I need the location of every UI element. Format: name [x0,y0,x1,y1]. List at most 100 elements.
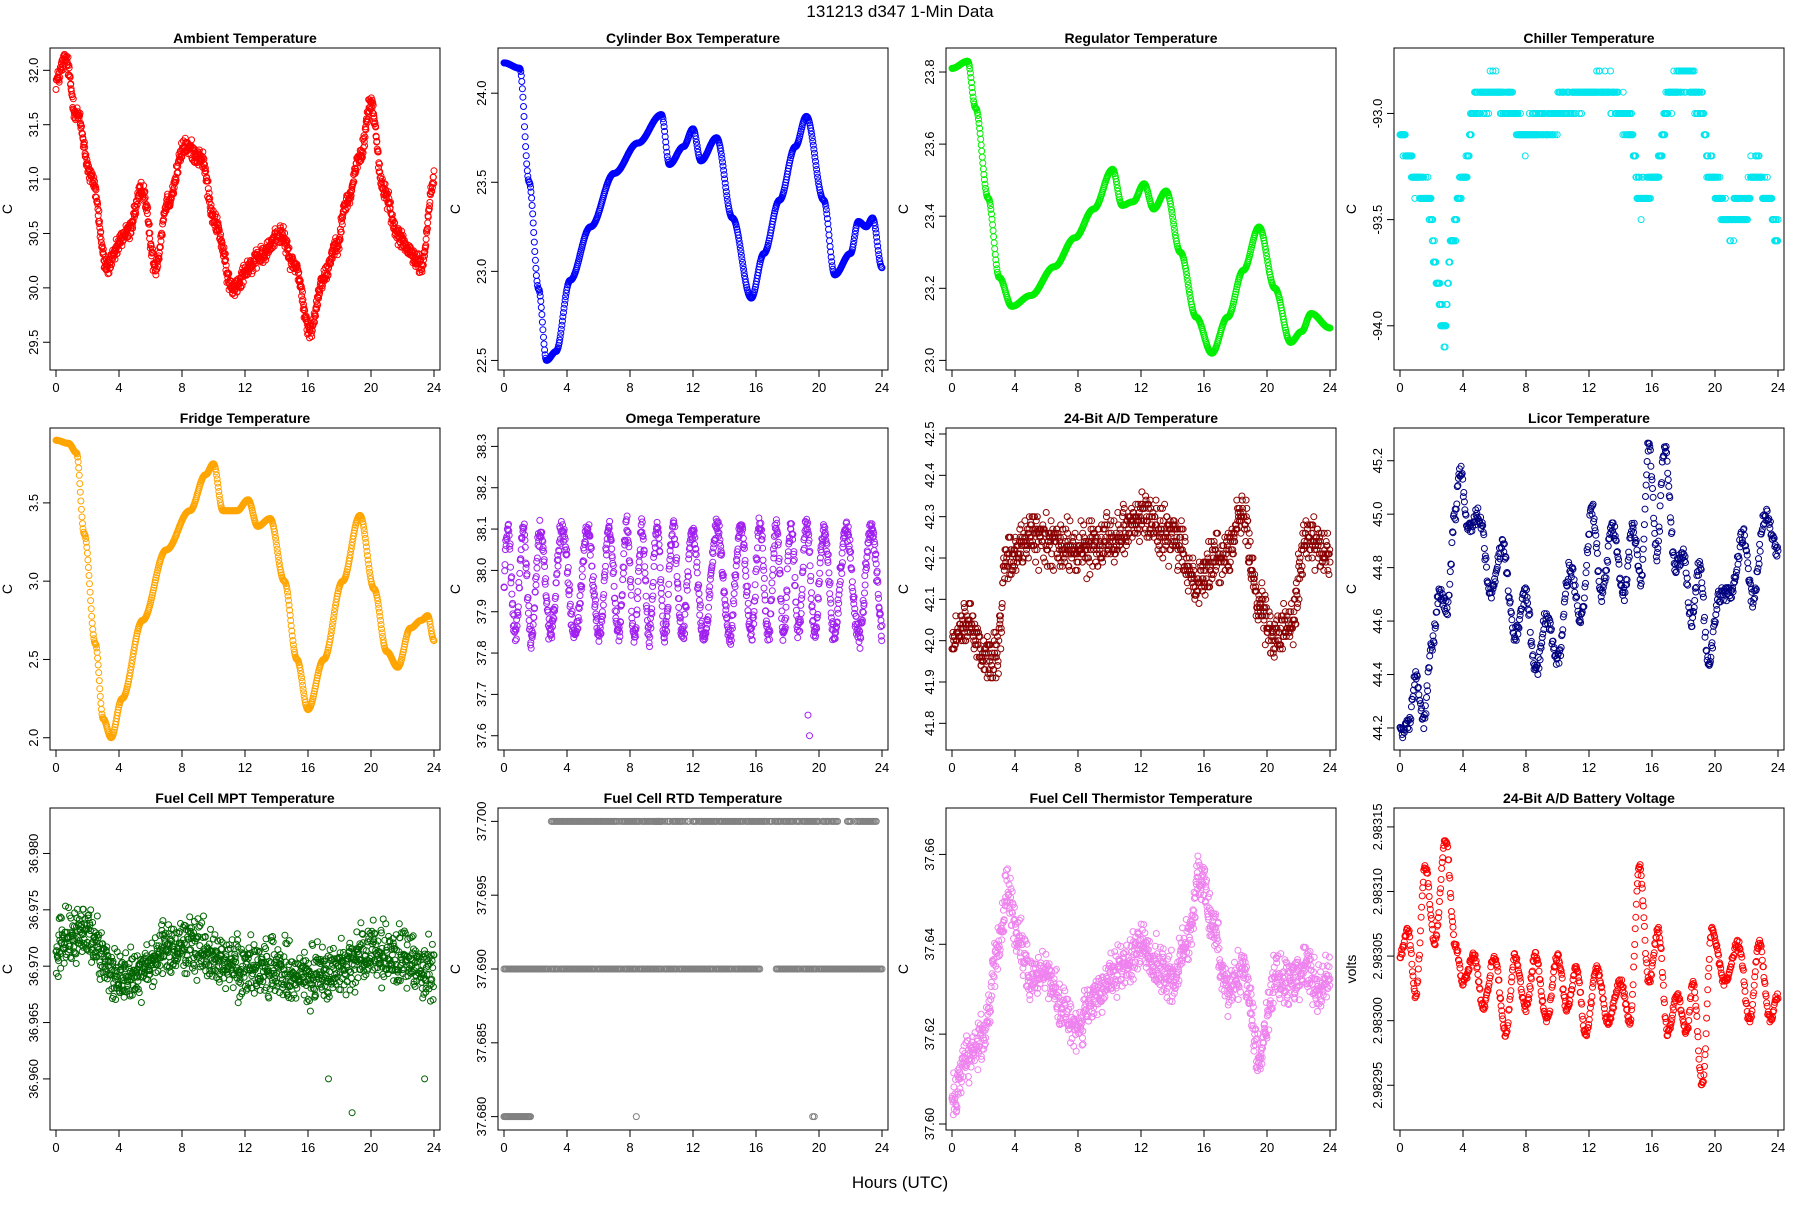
data-point [635,596,641,602]
data-point [525,610,531,616]
data-point [591,584,597,590]
data-point [534,555,540,561]
data-series [1397,68,1781,350]
data-point [76,472,82,478]
data-point [541,549,547,555]
data-point [593,597,599,603]
y-axis-label: C [447,584,463,594]
x-tick-label: 4 [115,760,122,775]
data-point [624,513,630,519]
x-tick-label: 0 [948,380,955,395]
data-point [1522,153,1528,159]
x-tick-label: 16 [749,760,763,775]
y-tick-label: -93.5 [1370,205,1385,235]
x-tick-label: 12 [686,760,700,775]
data-point [979,148,985,154]
data-point [87,581,93,587]
data-point [992,246,998,252]
y-axis-label: C [0,204,15,214]
x-tick-label: 0 [500,760,507,775]
data-point [826,232,832,238]
data-point [431,168,437,174]
data-point [611,583,617,589]
plot-title: Fridge Temperature [180,410,311,426]
data-point [643,593,649,599]
data-point [522,124,528,130]
x-tick-label: 4 [1011,380,1018,395]
x-tick-label: 8 [1074,380,1081,395]
data-point [79,514,85,520]
data-point [533,582,539,588]
data-point [89,620,95,626]
y-tick-label: 37.7 [474,682,489,707]
y-tick-label: -94.0 [1370,311,1385,341]
data-point [565,565,571,571]
x-tick-label: 16 [1197,380,1211,395]
data-point [990,222,996,228]
y-tick-label: 32.0 [26,58,41,83]
data-point [533,273,539,279]
data-point [636,559,642,565]
data-point [642,570,648,576]
data-point [531,230,537,236]
data-point [621,551,627,557]
y-axis-label: C [0,584,15,594]
data-point [502,568,508,574]
data-point [991,240,997,246]
data-point [521,104,527,110]
data-point [430,174,436,180]
y-tick-label: 23.5 [474,170,489,195]
data-point [523,144,529,150]
data-point [519,86,525,92]
data-point [531,615,537,621]
data-point [534,565,540,571]
x-tick-label: 12 [1582,380,1596,395]
data-point [635,578,641,584]
y-tick-label: 38.2 [474,475,489,500]
x-tick-label: 8 [178,380,185,395]
data-point [513,636,519,642]
y-tick-label: 23.8 [922,59,937,84]
data-point [531,239,537,245]
data-point [979,154,985,160]
data-point [89,613,95,619]
plot-title: Chiller Temperature [1523,30,1654,46]
x-tick-label: 12 [238,760,252,775]
y-tick-label: 23.2 [922,276,937,301]
data-point [635,589,641,595]
y-axis-label: C [895,204,911,214]
plot-title: Regulator Temperature [1065,30,1218,46]
x-tick-label: 24 [1771,380,1785,395]
data-point [533,265,539,271]
x-tick-label: 20 [1708,380,1722,395]
data-point [978,136,984,142]
data-point [529,195,535,201]
x-tick-label: 20 [812,380,826,395]
data-point [530,220,536,226]
x-tick-label: 20 [364,760,378,775]
x-tick-label: 16 [301,760,315,775]
x-tick-label: 12 [1134,380,1148,395]
data-point [600,602,606,608]
data-point [537,517,543,523]
x-tick-label: 8 [626,380,633,395]
x-tick-label: 24 [1323,380,1337,395]
data-point [529,203,535,209]
data-point [519,79,525,85]
y-tick-label: 30.0 [26,275,41,300]
data-point [539,319,545,325]
data-point [97,693,103,699]
data-point [565,580,571,586]
data-point [609,546,615,552]
data-point [541,334,547,340]
data-point [88,598,94,604]
data-point [78,498,84,504]
data-point [76,465,82,471]
